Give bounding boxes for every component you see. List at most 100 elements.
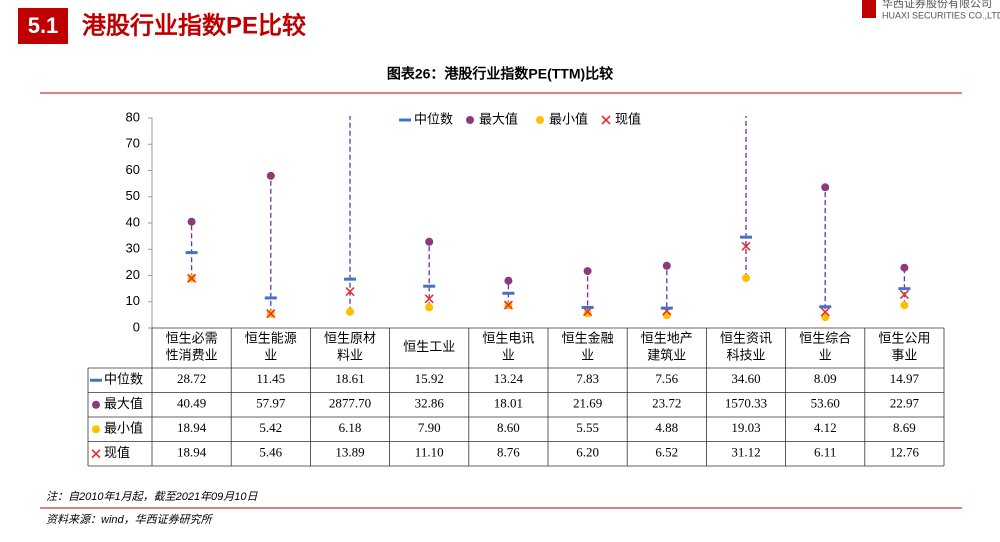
table-cell: 7.90 xyxy=(418,420,441,435)
table-cell: 6.52 xyxy=(655,445,678,460)
table-cell: 22.97 xyxy=(890,396,920,411)
table-cell: 14.97 xyxy=(890,371,920,386)
legend-marker xyxy=(601,115,611,125)
y-tick-label: 20 xyxy=(126,267,140,282)
table-cell: 32.86 xyxy=(415,396,445,411)
table-cell: 5.55 xyxy=(576,420,599,435)
point xyxy=(821,313,830,322)
table-cell: 28.72 xyxy=(177,371,206,386)
table-cell: 12.76 xyxy=(890,445,920,460)
table-cell: 21.69 xyxy=(573,396,602,411)
row-label: 最大值 xyxy=(104,396,143,411)
table-cell: 13.24 xyxy=(494,371,524,386)
table-cell: 31.12 xyxy=(731,445,760,460)
table-cell: 18.01 xyxy=(494,396,523,411)
table-cell: 1570.33 xyxy=(725,396,767,411)
table-cell: 57.97 xyxy=(256,396,286,411)
section-number: 5.1 xyxy=(28,13,59,38)
category-label: 恒生工业 xyxy=(403,339,455,354)
table-cell: 4.12 xyxy=(814,420,837,435)
point xyxy=(266,171,275,180)
legend-marker xyxy=(536,116,544,124)
table-cell: 11.45 xyxy=(256,371,285,386)
point xyxy=(900,263,909,272)
logo-en: HUAXI SECURITIES CO.,LTD xyxy=(882,10,1000,20)
table-cell: 18.61 xyxy=(335,371,364,386)
table-cell: 23.72 xyxy=(652,396,681,411)
point xyxy=(187,217,196,226)
chart-title: 图表26：港股行业指数PE(TTM)比较 xyxy=(387,66,613,82)
table-legend-marker xyxy=(91,449,101,459)
point xyxy=(424,294,434,304)
y-tick-label: 60 xyxy=(126,162,140,177)
point xyxy=(425,237,434,246)
category-label: 恒生地产建筑业 xyxy=(641,331,693,363)
logo-cn: 华西证券股份有限公司 xyxy=(882,0,992,10)
table-cell: 4.88 xyxy=(655,420,678,435)
legend-marker xyxy=(466,116,474,124)
category-label: 恒生资讯科技业 xyxy=(720,331,772,363)
point xyxy=(662,261,671,270)
table-cell: 34.60 xyxy=(731,371,760,386)
point xyxy=(742,274,750,283)
point xyxy=(266,309,276,319)
table-cell: 5.46 xyxy=(259,445,282,460)
point xyxy=(821,183,830,192)
table-cell: 11.10 xyxy=(415,445,444,460)
section-badge xyxy=(18,8,68,44)
table-cell: 15.92 xyxy=(415,371,444,386)
point xyxy=(583,267,592,276)
point xyxy=(900,301,909,310)
source: 资料来源：wind，华西证券研究所 xyxy=(46,513,214,526)
point xyxy=(583,309,592,318)
table-cell: 18.94 xyxy=(177,420,207,435)
point xyxy=(425,303,434,312)
table-cell: 19.03 xyxy=(731,420,760,435)
table-cell: 8.09 xyxy=(814,371,837,386)
point xyxy=(662,311,671,320)
point xyxy=(741,241,751,251)
logo-icon xyxy=(862,0,876,18)
point xyxy=(899,289,909,300)
table-cell: 8.60 xyxy=(497,420,520,435)
category-label: 恒生金融业 xyxy=(562,331,614,363)
row-label: 中位数 xyxy=(104,372,143,387)
point xyxy=(583,307,593,317)
point xyxy=(503,300,513,310)
category-label: 恒生电讯业 xyxy=(482,331,534,363)
legend-label: 现值 xyxy=(615,111,641,126)
table-cell: 2877.70 xyxy=(329,396,371,411)
table-cell: 5.42 xyxy=(259,420,282,435)
y-tick-label: 10 xyxy=(126,293,140,308)
y-tick-label: 40 xyxy=(126,214,140,229)
row-label: 现值 xyxy=(104,445,130,460)
y-tick-label: 50 xyxy=(126,188,140,203)
table-cell: 6.18 xyxy=(339,420,362,435)
category-label: 恒生原材料业 xyxy=(324,331,376,363)
table-cell: 40.49 xyxy=(177,396,206,411)
category-label: 恒生必需性消费业 xyxy=(166,331,218,363)
legend-label: 中位数 xyxy=(414,111,453,126)
y-tick-label: 80 xyxy=(126,109,140,124)
table-cell: 8.69 xyxy=(893,420,916,435)
table-legend-marker xyxy=(92,400,100,409)
legend-label: 最小值 xyxy=(549,111,588,126)
point xyxy=(187,273,197,283)
table-cell: 13.89 xyxy=(335,445,364,460)
table-cell: 6.20 xyxy=(576,445,599,460)
point xyxy=(346,307,354,316)
table-cell: 7.56 xyxy=(655,371,678,386)
row-label: 最小值 xyxy=(104,421,143,436)
category-label: 恒生公用事业 xyxy=(878,331,930,363)
table-cell: 7.83 xyxy=(576,371,599,386)
point xyxy=(345,286,355,297)
table-cell: 53.60 xyxy=(811,396,840,411)
table-cell: 6.11 xyxy=(814,445,836,460)
table-cell: 8.76 xyxy=(497,445,520,460)
table-legend-marker xyxy=(92,425,100,434)
plot-area xyxy=(185,116,911,322)
category-label: 恒生能源业 xyxy=(245,331,297,363)
y-tick-label: 0 xyxy=(133,319,140,334)
